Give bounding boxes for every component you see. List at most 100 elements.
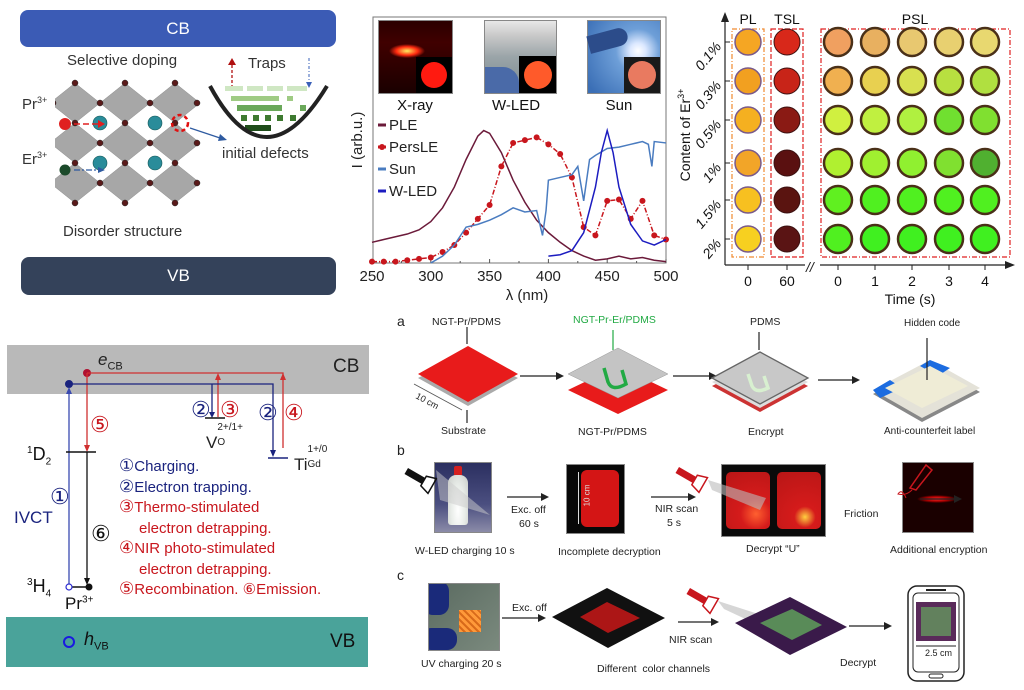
psl-sample: [896, 223, 928, 255]
legend-item: ②Electron trapping.: [119, 477, 321, 498]
x-tick-label: 3: [945, 273, 953, 289]
image-labels: X-ray W-LED Sun: [397, 97, 632, 114]
electron-marker: [85, 583, 93, 591]
marker-2-ti: ②: [258, 400, 278, 425]
pl-box: [731, 28, 765, 258]
selective-doping-label: Selective doping: [67, 52, 178, 69]
exc-off-c-label: Exc. off: [512, 602, 547, 614]
pr-dopant-label: Pr3+: [22, 95, 48, 113]
uv-charging-photo: [428, 583, 500, 651]
psl-sample: [969, 65, 1001, 97]
wled-photo: [484, 20, 557, 94]
psl-sample: [933, 26, 965, 58]
process-legend: ①Charging. ②Electron trapping. ③Thermo-sti…: [119, 456, 321, 600]
data-point-persle: [463, 229, 470, 236]
trap-levels: [225, 86, 307, 131]
series-line-persle: [372, 136, 667, 263]
series-line-ple: [371, 129, 667, 263]
luminescence-matrix: // PL TSL PSL 0.1% 0.3% 0.5% 1% 1.5% 2% Content of…: [676, 11, 1015, 307]
phone-size-label: 2.5 cm: [925, 648, 953, 658]
pl-sample: [734, 67, 762, 95]
initial-defects-label: initial defects: [222, 145, 309, 162]
column-header-pl: PL: [739, 11, 756, 27]
data-point-persle: [380, 258, 387, 265]
series-line-sun: [430, 140, 667, 264]
legend-label: W-LED: [389, 183, 437, 200]
e-cb-label: eCB: [98, 350, 123, 373]
hole-vb-icon: [63, 636, 75, 648]
data-point-persle: [533, 134, 540, 141]
size-10cm-b-label: 10 cm: [582, 484, 592, 507]
chart-axes: 250 300 350 400 450 500 λ (nm) I (arb.u.): [349, 16, 679, 304]
data-point-persle: [557, 150, 564, 157]
data-point-persle: [416, 255, 423, 262]
panel-a-letter: a: [397, 313, 405, 329]
tsl-sample: [773, 106, 801, 134]
legend-item: ④NIR photo-stimulated: [119, 538, 321, 559]
legend-number: ①: [119, 456, 135, 475]
marker-1-ivct: ①: [50, 484, 70, 509]
x-tick-label: 4: [981, 273, 989, 289]
nir-flashlight-icon: [675, 467, 709, 494]
vb-band: VB: [21, 257, 336, 295]
xray-photo: [378, 20, 453, 94]
nir-time-label: 5 s: [667, 517, 682, 529]
x-tick-label: 300: [418, 268, 443, 285]
x-tick-label: 0: [834, 273, 842, 289]
legend-item: electron detrapping.: [119, 559, 321, 580]
data-point-persle: [615, 196, 622, 203]
legend-text: electron detrapping.: [139, 560, 272, 578]
pl-sample: [734, 186, 762, 214]
legend-number: ②: [119, 476, 135, 496]
red-film-layer: [418, 346, 518, 402]
chart-legend: PLE PersLE Sun W-LED: [378, 117, 438, 200]
panel-c-illustrations: [502, 585, 965, 682]
additional-encryption-photo: [902, 462, 974, 533]
x-tick-label: 250: [359, 268, 384, 285]
x-tick-label: 500: [653, 268, 678, 285]
psl-sample: [896, 104, 928, 136]
ivct-label: IVCT: [14, 508, 53, 527]
x-tick-label: 60: [779, 273, 795, 289]
pdms-label: PDMS: [750, 316, 781, 328]
dopant-arrows: [59, 118, 227, 176]
vo-label: V 2+/1+ O: [206, 422, 243, 452]
cb-band: CB: [20, 10, 336, 47]
image-label-w-led: W-LED: [492, 97, 540, 114]
decrypt-label: Decrypt: [840, 657, 877, 669]
data-point-persle: [510, 139, 517, 146]
marker-4: ④: [284, 400, 304, 425]
psl-sample: [822, 147, 854, 179]
data-point-persle: [474, 215, 481, 222]
chart-series: [369, 127, 669, 265]
psl-sample: [822, 104, 854, 136]
hidden-code-label: Hidden code: [904, 318, 961, 329]
h-vb-label: hVB: [84, 629, 109, 653]
psl-sample: [896, 26, 928, 58]
vb-label-2: VB: [330, 631, 356, 652]
ngt-pr-er-pdms-label: NGT-Pr-Er/PDMS: [573, 314, 656, 326]
tsl-sample: [773, 149, 801, 177]
legend-text: Thermo-stimulated: [134, 499, 260, 516]
psl-sample: [969, 223, 1001, 255]
data-point-persle: [427, 254, 434, 261]
data-point-persle: [498, 163, 505, 170]
pr-ion-icon: [59, 118, 71, 130]
data-point-persle: [369, 258, 375, 265]
legend-number: ④: [119, 538, 135, 557]
legend-label: PersLE: [389, 139, 438, 156]
data-point-persle: [639, 197, 646, 204]
tsl-sample: [773, 28, 801, 56]
psl-sample: [859, 184, 891, 216]
y-axis-label: Content of Er3+: [676, 89, 693, 182]
friction-label: Friction: [844, 508, 879, 520]
level-1d2-label: 1D2: [27, 444, 52, 468]
legend-item: ⑤Recombination. ⑥Emission.: [119, 579, 321, 600]
y-axis-label: I (arb.u.): [349, 112, 366, 169]
psl-sample: [859, 147, 891, 179]
size-indicator: [413, 383, 463, 411]
psl-sample: [969, 184, 1001, 216]
panel-b-arrows: [404, 463, 962, 515]
wled-charging-label: W-LED charging 10 s: [415, 545, 515, 557]
psl-sample: [822, 184, 854, 216]
